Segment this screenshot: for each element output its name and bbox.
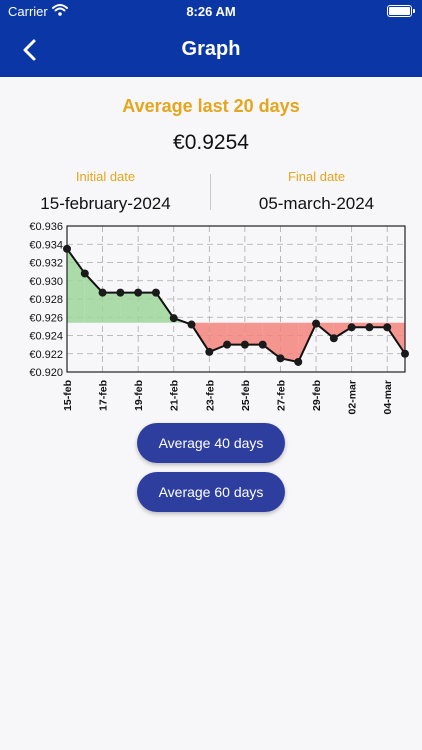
y-tick-label: €0.922 — [29, 349, 63, 361]
data-point — [151, 288, 160, 297]
header-bar: Carrier 8:26 AM Graph — [0, 0, 422, 77]
x-tick-label: 29-feb — [311, 380, 323, 411]
area-fill — [280, 322, 299, 362]
x-tick-label: 27-feb — [275, 380, 287, 411]
data-point — [401, 349, 409, 358]
data-point — [169, 314, 178, 323]
y-tick-label: €0.928 — [29, 294, 63, 306]
y-tick-label: €0.936 — [29, 221, 63, 233]
area-fill — [209, 322, 228, 352]
battery-icon — [387, 5, 415, 17]
data-point — [80, 269, 89, 278]
y-tick-label: €0.926 — [29, 312, 63, 324]
data-point — [223, 340, 232, 349]
y-tick-label: €0.932 — [29, 258, 63, 270]
price-chart: €0.936 €0.934 €0.932 €0.930 €0.928 €0.926 €0.9… — [29, 221, 409, 414]
average-60-days-button[interactable]: Average 60 days — [137, 472, 285, 512]
area-fill — [138, 292, 156, 323]
data-point — [365, 323, 374, 332]
area-fill — [102, 292, 121, 323]
x-tick-label: 04-mar — [382, 380, 394, 414]
x-tick-label: 21-feb — [169, 380, 181, 411]
data-point — [258, 340, 267, 349]
y-tick-label: €0.920 — [29, 367, 63, 379]
x-tick-label: 17-feb — [98, 380, 110, 411]
navigation-bar: Graph — [0, 24, 422, 77]
x-tick-label: 02-mar — [347, 380, 359, 414]
data-point — [312, 319, 321, 328]
average-value: €0.9254 — [173, 131, 249, 154]
initial-date-block: Initial date 15-february-2024 — [0, 169, 211, 214]
initial-date-label: Initial date — [75, 169, 136, 184]
average-40-days-button[interactable]: Average 40 days — [137, 423, 285, 463]
data-point — [134, 288, 143, 297]
area-fill — [244, 322, 263, 345]
data-point — [205, 347, 214, 356]
area-fill — [369, 322, 388, 328]
x-tick-label: 19-feb — [133, 380, 145, 411]
data-point — [98, 288, 107, 297]
carrier-label: Carrier — [8, 4, 48, 19]
status-bar: Carrier 8:26 AM — [0, 0, 422, 24]
data-point — [329, 334, 338, 343]
y-tick-label: €0.924 — [29, 331, 63, 343]
date-divider — [210, 174, 211, 210]
area-fill — [351, 322, 370, 328]
y-tick-label: €0.930 — [29, 276, 63, 288]
area-fill — [84, 273, 103, 323]
area-fill — [120, 292, 139, 323]
initial-date-value: 15-february-2024 — [40, 194, 171, 213]
data-point — [187, 320, 196, 329]
chevron-left-icon[interactable] — [14, 34, 46, 66]
data-point — [294, 357, 303, 366]
final-date-label: Final date — [287, 169, 346, 184]
x-tick-label: 25-feb — [240, 380, 252, 411]
area-fill — [227, 322, 245, 345]
data-point — [276, 354, 285, 363]
y-tick-label: €0.934 — [29, 239, 63, 251]
x-tick-label: 15-feb — [62, 380, 74, 411]
plot-frame — [66, 225, 406, 373]
page-title: Graph — [181, 38, 241, 60]
final-date-value: 05-march-2024 — [258, 194, 375, 213]
data-point — [240, 340, 249, 349]
area-fill — [262, 322, 281, 359]
wifi-icon — [52, 4, 68, 16]
data-point — [383, 323, 392, 332]
average-title: Average last 20 days — [122, 96, 300, 116]
status-time: 8:26 AM — [186, 4, 236, 19]
final-date-block: Final date 05-march-2024 — [211, 169, 422, 214]
x-tick-label: 23-feb — [204, 380, 216, 411]
data-point — [116, 288, 125, 297]
data-point — [347, 323, 356, 332]
data-point — [63, 244, 71, 253]
